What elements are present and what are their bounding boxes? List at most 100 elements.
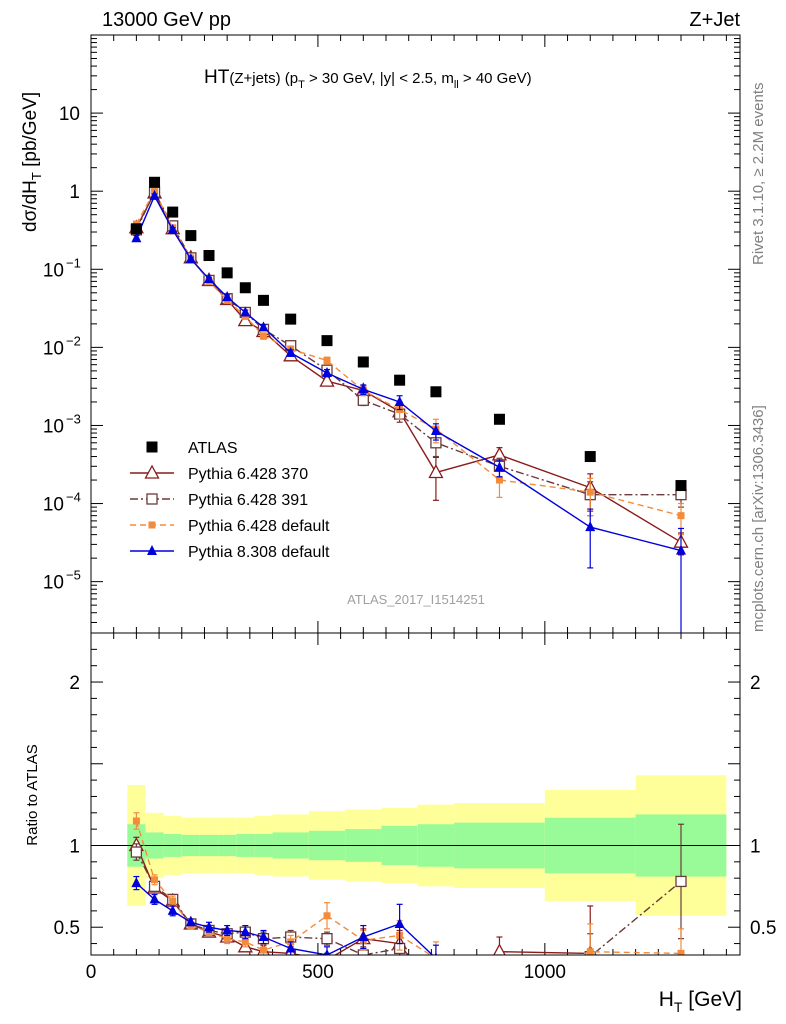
main-y-tick-label-base: 10 (43, 573, 64, 594)
main-data (128, 176, 689, 633)
main-point (358, 383, 369, 394)
main-point (495, 476, 503, 484)
rivet-label: Rivet 3.1.10, ≥ 2.2M events (750, 83, 767, 266)
x-axis-title-sub: T (674, 999, 683, 1015)
ratio-plot-frame (90, 632, 741, 956)
main-point (675, 489, 687, 501)
main-y-tick-label-base: 10 (43, 260, 64, 281)
y-axis-title-sub: T (29, 172, 44, 180)
main-point (586, 488, 594, 496)
main-point (149, 189, 160, 200)
main-y-tick-label-exp: −2 (66, 333, 81, 348)
ratio-data (128, 812, 688, 992)
legend-label: ATLAS (188, 440, 238, 457)
ratio-point (358, 931, 369, 942)
main-y-tick-label: 1 (69, 182, 80, 203)
main-y-tick-label-exp: −1 (66, 255, 81, 270)
main-title-part-3: > 40 GeV) (459, 70, 532, 87)
legend-label: Pythia 8.308 default (188, 544, 330, 561)
main-point (240, 306, 251, 317)
ratio-axes: 0.5 0.5 1 1 2 2 0 500 1000 (54, 633, 776, 983)
ratio-y-tick-label-right: 0.5 (750, 918, 776, 939)
main-point (430, 424, 441, 435)
atlas-point (239, 282, 251, 294)
atlas-point (493, 413, 505, 425)
legend-marker (148, 521, 156, 529)
main-point (259, 332, 267, 340)
main-point (204, 273, 214, 284)
main-y-tick-label: 10 (59, 104, 80, 125)
y-axis-title-main: dσ/dH (20, 180, 41, 232)
ratio-x-tick-label: 1000 (524, 962, 566, 983)
ratio-point (494, 964, 504, 974)
main-title-part-2: > 30 GeV, |y| < 2.5, m (305, 70, 454, 87)
ratio-point (585, 982, 595, 992)
ratio-point (586, 948, 594, 955)
ratio-series-3 (131, 875, 595, 992)
ratio-point (394, 917, 405, 928)
main-point (428, 464, 444, 479)
atlas-point (675, 480, 687, 492)
ratio-plot-layer: 0.5 0.5 1 1 2 2 0 500 1000 (54, 633, 776, 992)
main-point (676, 544, 686, 555)
ratio-point (258, 931, 269, 942)
main-series-line (135, 194, 682, 552)
ratio-point (132, 817, 140, 825)
ratio-point (185, 916, 196, 927)
legend-label: Pythia 6.428 370 (188, 466, 308, 483)
ratio-point (434, 952, 438, 955)
main-point (131, 232, 142, 243)
ratio-y-tick-label: 1 (69, 836, 80, 857)
ratio-point (493, 943, 506, 955)
main-point (323, 356, 331, 364)
ratio-point (675, 875, 687, 888)
main-series-line (135, 189, 682, 517)
main-point (357, 394, 369, 406)
ratio-series-line (135, 882, 434, 955)
ratio-point (675, 971, 688, 983)
main-point (319, 372, 335, 387)
ratio-point (677, 949, 685, 955)
y-axis-title-unit: [pb/GeV] (20, 92, 41, 172)
main-title-ht: HT (204, 67, 230, 88)
ratio-y-tick-label: 0.5 (54, 918, 80, 939)
ratio-point (241, 938, 249, 946)
atlas-point (257, 294, 269, 306)
header-right: Z+Jet (689, 9, 740, 31)
main-series-atlas (130, 176, 687, 492)
atlas-point (203, 250, 215, 262)
main-series-line (135, 191, 682, 543)
atlas-point (149, 176, 161, 188)
main-y-tick-label-exp: −5 (66, 568, 81, 583)
legend-marker (144, 464, 160, 479)
legend-label: Pythia 6.428 391 (188, 492, 308, 509)
ratio-point (494, 961, 504, 971)
atlas-point (285, 313, 297, 325)
header-left: 13000 GeV pp (102, 9, 231, 31)
atlas-point (167, 206, 179, 218)
main-y-tick-label-base: 10 (43, 495, 64, 516)
main-series-4 (131, 189, 686, 633)
main-y-tick-label: 10 (43, 416, 64, 437)
main-y-tick-label-exp: −3 (66, 411, 81, 426)
ratio-point (149, 893, 160, 904)
x-axis-title: HT [GeV] (659, 988, 742, 1015)
ratio-point (285, 942, 296, 953)
atlas-point (130, 223, 142, 235)
main-point (677, 512, 685, 520)
ratio-point (259, 946, 267, 954)
analysis-watermark: ATLAS_2017_I1514251 (347, 592, 485, 607)
main-point (167, 223, 178, 234)
ratio-point (151, 876, 159, 884)
atlas-point (185, 230, 197, 242)
atlas-point (321, 335, 333, 347)
main-point (285, 346, 296, 357)
main-point (185, 253, 196, 264)
y-axis-title: dσ/dHT [pb/GeV] (20, 92, 44, 232)
main-title: HT(Z+jets) (pT > 30 GeV, |y| < 2.5, mll … (204, 67, 532, 91)
ratio-x-tick-label: 500 (302, 962, 334, 983)
legend-marker (146, 493, 158, 505)
ratio-point (323, 912, 331, 920)
